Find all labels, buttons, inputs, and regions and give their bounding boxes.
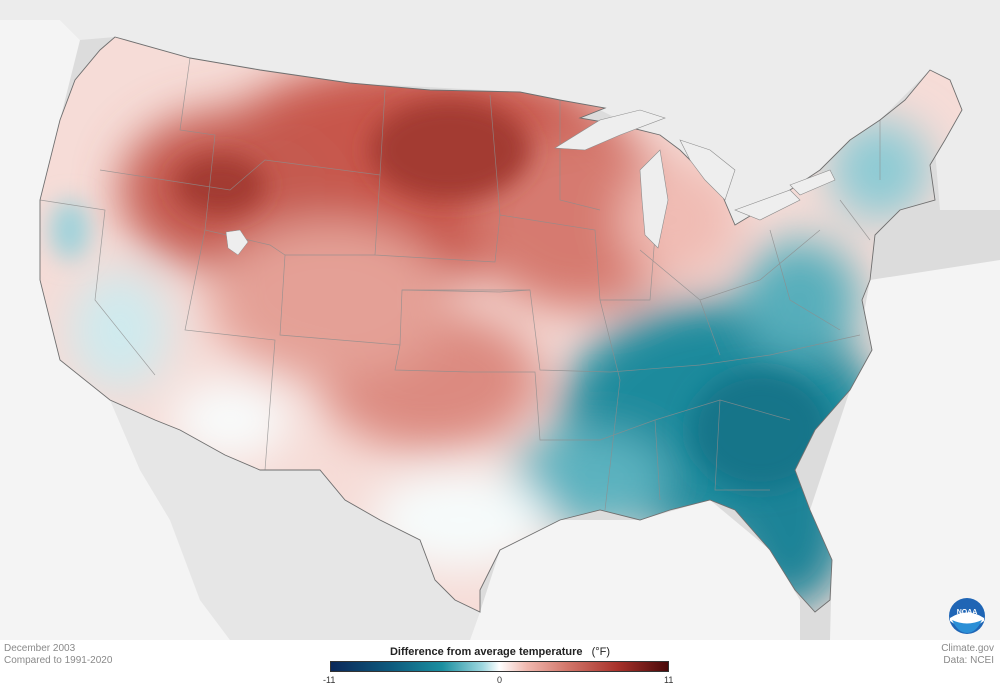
legend-title: Difference from average temperature (°F) <box>0 646 1000 658</box>
gulf-of-mexico <box>470 500 800 640</box>
anomaly-map <box>0 0 1000 640</box>
legend-unit: (°F) <box>591 646 611 658</box>
footer-left: December 2003 Compared to 1991-2020 <box>4 643 112 667</box>
source-data: Data: NCEI <box>943 655 994 666</box>
canada-land <box>0 0 1000 240</box>
period-label: December 2003 <box>4 643 76 654</box>
legend-min-label: -11 <box>323 675 336 685</box>
footer-right: Climate.gov Data: NCEI <box>941 643 994 667</box>
legend-title-text: Difference from average temperature <box>389 646 583 658</box>
noaa-logo-icon: NOAA <box>949 598 985 634</box>
legend-max-label: 11 <box>664 675 674 685</box>
mexico-land <box>110 400 480 640</box>
noaa-logo-text: NOAA <box>957 609 978 616</box>
legend-mid-label: 0 <box>497 675 503 685</box>
state-borders <box>39 57 881 511</box>
us-outline <box>39 36 963 613</box>
pacific-ocean <box>0 20 230 640</box>
great-lakes <box>554 109 836 249</box>
baseline-label: Compared to 1991-2020 <box>4 655 113 666</box>
source-site: Climate.gov <box>941 643 994 654</box>
footer: December 2003 Compared to 1991-2020 Diff… <box>0 640 1000 690</box>
legend-color-bar <box>330 661 669 672</box>
great-salt-lake <box>225 229 249 256</box>
